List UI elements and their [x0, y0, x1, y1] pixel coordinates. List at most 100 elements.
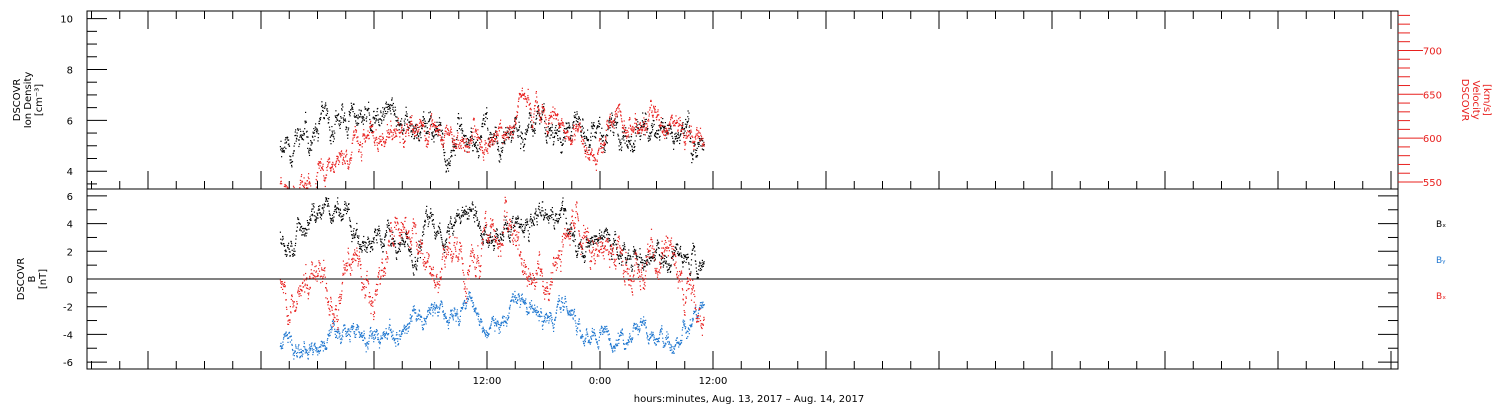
bx-point	[292, 253, 295, 255]
bx-point	[511, 220, 513, 222]
velocity-point	[504, 132, 507, 134]
velocity-point	[514, 118, 516, 120]
bx-point	[606, 234, 608, 236]
y-tick-label-left: 8	[67, 65, 73, 76]
bx-point	[586, 237, 588, 239]
density-point	[699, 138, 701, 140]
velocity-point	[452, 147, 454, 149]
bx-point	[305, 235, 307, 237]
bx-point	[544, 216, 546, 219]
bx-point	[365, 247, 368, 249]
density-point	[552, 132, 554, 134]
velocity-point	[470, 140, 472, 142]
bx-point	[702, 261, 704, 263]
density-point	[600, 145, 602, 147]
by-point	[511, 300, 513, 302]
density-point	[426, 127, 428, 129]
bx-point	[598, 239, 600, 241]
by-point	[285, 331, 287, 333]
density-point	[634, 146, 636, 148]
velocity-point	[664, 137, 666, 140]
velocity-point	[632, 131, 634, 133]
velocity-point	[567, 131, 569, 133]
bx-point	[556, 218, 558, 220]
density-point	[434, 134, 436, 136]
density-point	[592, 135, 594, 137]
velocity-point	[637, 130, 639, 132]
bx-point	[565, 217, 567, 219]
density-point	[613, 119, 616, 121]
bx-point	[451, 226, 453, 228]
velocity-point	[701, 139, 703, 141]
velocity-point	[338, 152, 340, 154]
density-point	[511, 136, 513, 138]
density-point	[524, 143, 526, 145]
velocity-point	[530, 109, 532, 111]
velocity-point	[466, 146, 468, 148]
velocity-point	[335, 163, 337, 165]
density-point	[318, 133, 320, 135]
bx-point	[408, 249, 410, 251]
bx-point	[451, 223, 453, 225]
bx-point	[402, 238, 404, 240]
velocity-point	[427, 143, 429, 145]
density-point	[626, 144, 628, 146]
by-point	[323, 343, 325, 345]
density-point	[403, 120, 405, 122]
density-point	[679, 139, 681, 141]
velocity-point	[377, 147, 379, 149]
bx-point	[663, 258, 666, 260]
density-point	[346, 131, 348, 133]
bx-point	[606, 229, 608, 231]
by-point	[349, 335, 351, 337]
bx-point	[559, 213, 561, 215]
density-point	[628, 141, 630, 143]
bx-point	[584, 254, 586, 257]
bx-point	[432, 214, 434, 216]
density-point	[383, 109, 385, 111]
by-point	[365, 344, 368, 346]
density-point	[432, 135, 434, 138]
velocity-point	[623, 120, 625, 122]
velocity-point	[372, 132, 374, 134]
density-point	[368, 112, 370, 114]
bx-point	[683, 257, 685, 259]
density-point	[689, 140, 691, 143]
by-point	[295, 346, 297, 348]
by-point	[447, 320, 449, 322]
by-point	[330, 324, 332, 326]
by-point	[335, 335, 338, 337]
velocity-point	[337, 156, 339, 158]
bx-point	[443, 251, 445, 254]
bx-point	[414, 266, 416, 268]
density-point	[326, 109, 328, 111]
by-point	[376, 331, 378, 333]
density-point	[602, 136, 604, 138]
density-point	[677, 133, 679, 135]
velocity-point	[421, 124, 423, 126]
density-point	[372, 116, 374, 118]
density-point	[391, 97, 393, 99]
bx-point	[378, 232, 381, 234]
density-point	[607, 129, 609, 131]
bx-point	[648, 262, 650, 264]
bx-point	[361, 242, 364, 244]
by-point	[287, 341, 289, 343]
by-point	[502, 317, 504, 319]
by-point	[447, 321, 449, 323]
velocity-point	[417, 124, 419, 126]
density-point	[448, 158, 450, 160]
bx-point	[562, 197, 564, 199]
velocity-point	[365, 137, 367, 139]
velocity-point	[328, 161, 330, 163]
bx-point	[452, 225, 454, 227]
density-point	[554, 132, 556, 134]
velocity-point	[307, 176, 309, 178]
velocity-point	[620, 114, 622, 116]
velocity-point	[697, 135, 699, 137]
bx-point	[533, 224, 535, 226]
bx-point	[505, 227, 507, 229]
bx-point	[413, 274, 415, 276]
bx-point	[620, 255, 622, 257]
bx-point	[350, 230, 352, 232]
